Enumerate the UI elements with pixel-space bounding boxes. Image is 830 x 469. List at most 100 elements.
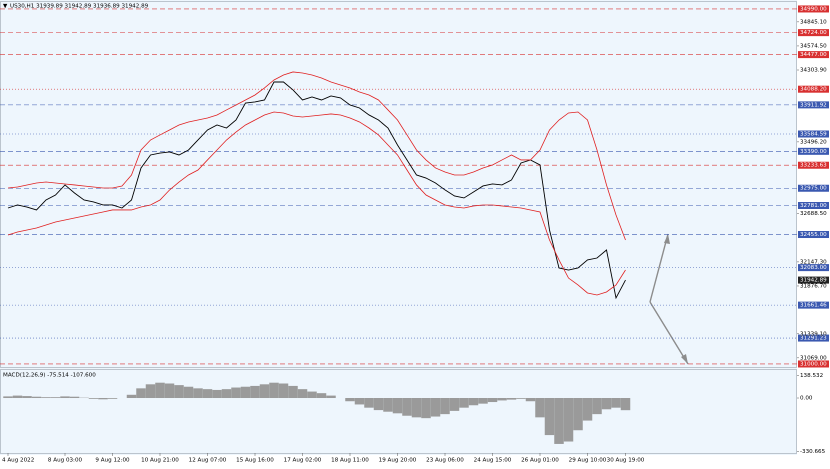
x-tick-label: 29 Aug 10:00 (569, 458, 607, 464)
macd-bar (127, 395, 137, 398)
macd-bar (611, 398, 621, 408)
macd-bar (412, 398, 422, 417)
y-tick-label: 138.532 (800, 373, 823, 379)
macd-bar (497, 398, 507, 400)
level-label: 31000.00 (800, 361, 827, 367)
y-tick-label: -330.665 (800, 449, 826, 455)
macd-bar (516, 398, 526, 399)
y-tick-label: 31069.00 (800, 355, 827, 361)
macd-bar (193, 388, 203, 398)
macd-bar (440, 398, 450, 414)
macd-bar (421, 398, 431, 418)
macd-bar (13, 396, 23, 398)
y-tick-label: 34845.10 (800, 19, 827, 25)
level-label: 32455.00 (800, 232, 827, 238)
plot-background (0, 0, 797, 455)
macd-bar (507, 398, 517, 400)
level-label: 33233.63 (800, 163, 827, 169)
x-tick-label: 10 Aug 21:00 (141, 458, 179, 464)
macd-title: MACD(12,26,9) -75.514 -107.600 (3, 373, 96, 379)
macd-bar (269, 383, 279, 398)
macd-bar (326, 396, 336, 398)
x-tick-label: 12 Aug 07:00 (189, 458, 227, 464)
macd-bar (184, 387, 194, 398)
macd-bar (155, 383, 165, 398)
macd-bar (469, 398, 479, 405)
x-tick-label: 24 Aug 15:00 (474, 458, 512, 464)
x-tick-label: 30 Aug 19:00 (607, 458, 645, 464)
macd-bar (41, 397, 51, 398)
macd-bar (592, 398, 602, 414)
y-tick-label: 31339.10 (800, 331, 827, 337)
macd-bar (136, 388, 146, 398)
macd-bar (241, 387, 251, 398)
macd-bar (3, 396, 13, 398)
macd-bar (459, 398, 469, 408)
macd-bar (374, 398, 384, 410)
macd-bar (32, 397, 42, 398)
macd-bar (212, 390, 222, 398)
macd-bar (174, 385, 184, 398)
x-tick-label: 23 Aug 06:00 (426, 458, 464, 464)
macd-bar (564, 398, 574, 442)
macd-bar (51, 397, 61, 398)
level-label: 34088.20 (800, 87, 827, 93)
macd-bar (231, 388, 241, 398)
macd-bar (307, 392, 317, 398)
macd-bar (355, 398, 365, 404)
x-tick-label: 26 Aug 01:00 (521, 458, 559, 464)
macd-bar (70, 397, 80, 398)
y-tick-label: 33496.20 (800, 139, 827, 145)
macd-bar (250, 386, 260, 398)
macd-bar (288, 386, 298, 398)
level-label: 34990.00 (800, 6, 827, 12)
macd-bar (22, 396, 32, 398)
level-label: 33584.59 (800, 132, 827, 138)
macd-bar (621, 398, 631, 410)
macd-bar (317, 393, 327, 398)
x-tick-label: 4 Aug 2022 (2, 458, 34, 464)
macd-bar (108, 398, 118, 399)
macd-bar (60, 396, 70, 398)
x-tick-label: 8 Aug 03:00 (48, 458, 83, 464)
macd-bar (298, 389, 308, 398)
macd-bar (393, 398, 403, 413)
macd-bar (450, 398, 460, 411)
level-label: 33911.92 (800, 102, 827, 108)
macd-bar (165, 384, 175, 399)
x-tick-label: 18 Aug 11:00 (331, 458, 369, 464)
y-tick-label: 0.00 (800, 396, 813, 402)
level-label: 34477.00 (800, 52, 827, 58)
level-label: 32083.00 (800, 265, 827, 271)
macd-bar (203, 389, 213, 398)
macd-bar (222, 389, 232, 398)
x-tick-label: 17 Aug 02:00 (284, 458, 322, 464)
y-tick-label: 32147.30 (800, 259, 827, 265)
header: US30,H1 31939.89 31942.89 31936.89 31942… (10, 4, 149, 10)
macd-bar (583, 398, 593, 421)
macd-bar (383, 398, 393, 412)
level-label: 34724.00 (800, 30, 827, 36)
macd-bar (545, 398, 555, 435)
symbol-marker: ▼ (3, 4, 8, 10)
level-label: 33390.00 (800, 149, 827, 155)
y-tick-label: 34303.90 (800, 68, 827, 74)
macd-bar (526, 398, 536, 401)
macd-bar (402, 398, 412, 416)
y-tick-label: 32688.50 (800, 211, 827, 217)
macd-bar (488, 398, 498, 402)
x-tick-label: 15 Aug 16:00 (236, 458, 274, 464)
x-tick-label: 19 Aug 20:00 (379, 458, 417, 464)
level-label: 32975.00 (800, 186, 827, 192)
macd-bar (535, 398, 545, 417)
macd-bar (345, 398, 355, 401)
macd-bar (260, 384, 270, 398)
last-price-label: 31942.89 (800, 278, 827, 284)
x-tick-label: 9 Aug 12:00 (95, 458, 130, 464)
macd-bar (573, 398, 583, 430)
macd-bar (364, 398, 374, 408)
macd-bar (89, 398, 99, 399)
macd-bar (554, 398, 564, 444)
